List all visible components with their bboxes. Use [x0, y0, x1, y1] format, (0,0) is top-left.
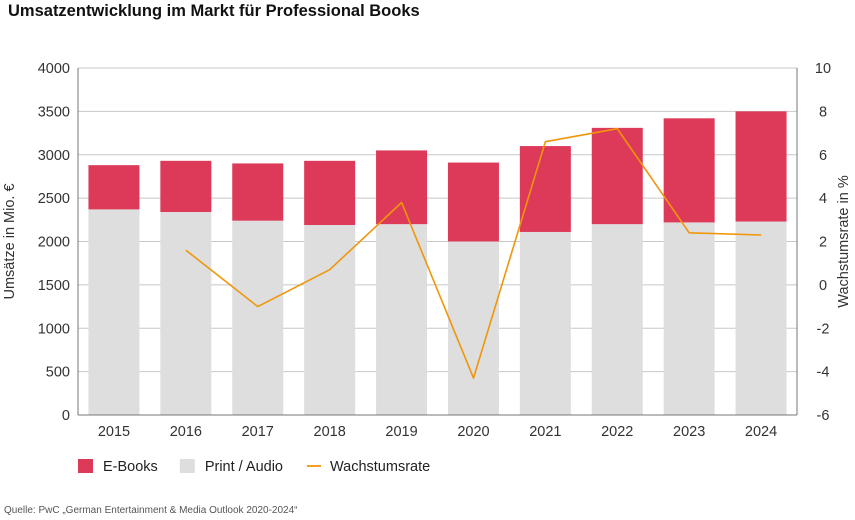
- x-tick-label: 2020: [457, 424, 489, 440]
- bar-ebooks: [663, 118, 715, 223]
- y-tick-label: 500: [46, 365, 70, 381]
- bar-ebooks: [735, 111, 787, 222]
- bar-ebooks: [88, 165, 140, 210]
- y-tick-label: 3000: [38, 148, 70, 164]
- growth-series-line: [185, 127, 762, 379]
- bar-print-audio: [376, 224, 428, 415]
- y-tick-label: 0: [62, 408, 70, 424]
- bar-print-audio: [160, 212, 212, 415]
- y2-tick-label: 2: [819, 235, 827, 251]
- y-tick-label: 1500: [38, 278, 70, 294]
- bar-print-audio: [447, 241, 499, 415]
- y2-tick-label: -6: [817, 408, 830, 424]
- y2-tick-label: 0: [819, 278, 827, 294]
- bar-print-audio: [663, 222, 715, 415]
- bar-ebooks: [376, 150, 428, 225]
- x-tick-label: 2018: [314, 424, 346, 440]
- bar-print-audio: [304, 225, 356, 415]
- legend-label-wachstumsrate: Wachstumsrate: [330, 459, 430, 475]
- x-tick-label: 2019: [385, 424, 417, 440]
- legend-label-print-audio: Print / Audio: [205, 459, 283, 475]
- bar-ebooks: [447, 162, 499, 242]
- chart-title: Umsatzentwicklung im Markt für Professio…: [8, 2, 420, 20]
- bar-print-audio: [519, 231, 571, 415]
- y-tick-label: 2000: [38, 235, 70, 251]
- y2-tick-label: -4: [817, 365, 830, 381]
- x-tick-label: 2016: [170, 424, 202, 440]
- bar-ebooks: [519, 146, 571, 232]
- legend-swatch-e-books: [78, 459, 93, 473]
- y2-tick-label: 8: [819, 104, 827, 120]
- y-tick-label: 1000: [38, 321, 70, 337]
- y2-tick-label: -2: [817, 321, 830, 337]
- x-tick-label: 2015: [98, 424, 130, 440]
- bar-print-audio: [591, 224, 643, 415]
- y-tick-label: 3500: [38, 104, 70, 120]
- bar-ebooks: [304, 160, 356, 226]
- bar-ebooks: [160, 160, 212, 213]
- x-tick-label: 2021: [529, 424, 561, 440]
- bar-print-audio: [735, 221, 787, 415]
- growth-line: [185, 127, 762, 379]
- y2-axis-title: Wachstumsrate in %: [836, 175, 852, 308]
- y-axis-title: Umsätze in Mio. €: [2, 183, 18, 299]
- y2-tick-label: 10: [815, 61, 831, 77]
- bar-ebooks: [591, 127, 643, 225]
- bars: [88, 111, 787, 415]
- legend-swatch-print-audio: [179, 459, 195, 473]
- bar-print-audio: [88, 209, 140, 415]
- bar-print-audio: [232, 220, 284, 415]
- x-tick-label: 2024: [745, 424, 777, 440]
- x-tick-label: 2023: [673, 424, 705, 440]
- source-note: Quelle: PwC „German Entertainment & Medi…: [4, 505, 298, 516]
- x-tick-label: 2017: [242, 424, 274, 440]
- y-tick-label: 4000: [38, 61, 70, 77]
- bar-ebooks: [232, 163, 284, 221]
- axes: 0 500 1000 1500 2000 2500 3000 3500 4000 -6 -4 -2 0 2…: [2, 61, 852, 440]
- legend: E-Books Print / Audio Wachstumsrate: [78, 459, 430, 475]
- legend-label-e-books: E-Books: [103, 459, 158, 475]
- x-tick-label: 2022: [601, 424, 633, 440]
- y-tick-label: 2500: [38, 191, 70, 207]
- y2-tick-label: 6: [819, 148, 827, 164]
- y2-tick-label: 4: [819, 191, 827, 207]
